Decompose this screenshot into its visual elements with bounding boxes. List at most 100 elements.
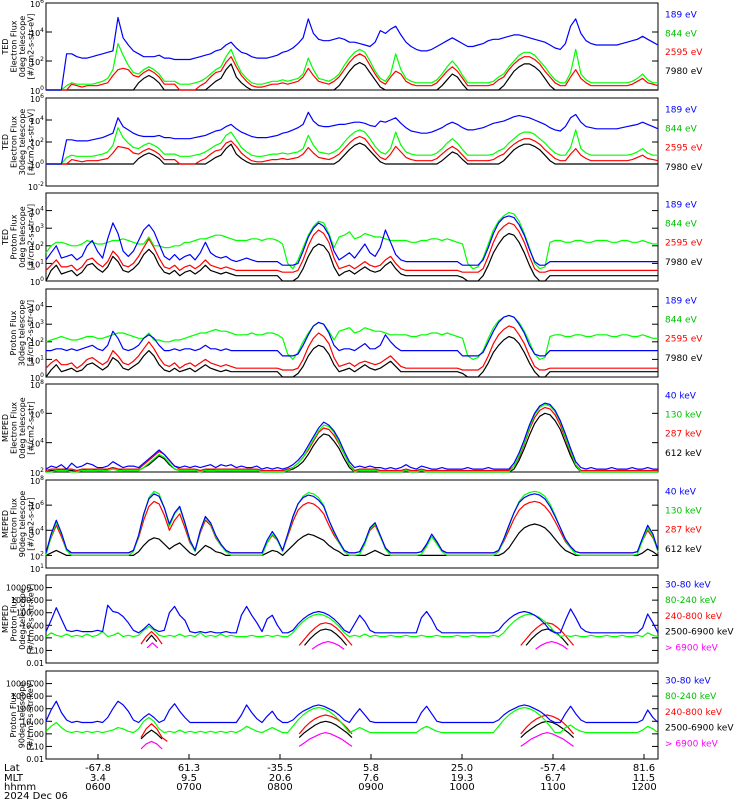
series-line-80-240-kev [45, 613, 659, 638]
legend-entry: 2500-6900 keV [665, 628, 734, 638]
legend-entry: 40 keV [665, 391, 697, 401]
series-line-189-ev [46, 16, 659, 91]
ylabel-line: 0deg telescope [18, 397, 27, 458]
time-tick-lat: 81.6 [633, 763, 655, 774]
ytick-label: 10-2 [28, 181, 44, 192]
ytick-label: 106 [30, 0, 44, 9]
ylabel-line: 0deg telescope [18, 16, 27, 77]
ytick-label: 0.01 [26, 659, 44, 668]
ylabel-line: Proton Flux [10, 214, 19, 259]
series-line-189-ev [46, 111, 659, 165]
legend-entry: > 6900 keV [665, 739, 719, 749]
time-tick-lat: -67.8 [85, 763, 111, 774]
series-line-30-80-kev [45, 604, 659, 634]
legend-entry: 7980 eV [665, 258, 703, 268]
legend-entry: 844 eV [665, 316, 698, 326]
ylabel-line: 30deg telescope [18, 109, 27, 176]
time-tick-lat: 25.0 [451, 763, 473, 774]
panel-frame [45, 479, 659, 569]
ytick-label: 102 [30, 56, 44, 67]
ytick-label: 102 [30, 137, 44, 148]
ylabel-line: MEPED [1, 605, 10, 633]
ytick-label: 1000.00 [11, 692, 44, 701]
panel-1: 100 102 104 106 TED Electron Flux 0deg telesco… [1, 0, 703, 96]
series-line-189-ev [46, 314, 658, 357]
time-tick-hhmm: 1100 [540, 782, 565, 793]
series-line-130-kev [46, 403, 658, 473]
ylabel-line: MEPED [1, 414, 10, 442]
ytick-label: 106 [30, 500, 44, 511]
panel-4: 100 101 102 103 104 Proton Flux 30deg telescop… [9, 288, 703, 383]
panel-frame [45, 97, 659, 187]
series-line-844-ev [45, 314, 658, 360]
series-line-7980-ev [46, 61, 658, 91]
legend-entry: 80-240 keV [665, 692, 717, 702]
ylabel-line: Proton Flux [9, 310, 18, 355]
legend-entry: 130 keV [665, 507, 702, 517]
time-tick-hhmm: 1200 [631, 782, 656, 793]
ylabel-line: 0deg telescope [18, 588, 27, 649]
time-tick-hhmm: 0800 [267, 782, 292, 793]
ylabel-line: Electron Flux [10, 20, 19, 72]
ytick-label: 102 [30, 467, 44, 478]
panel-frame [45, 288, 659, 378]
ylabel-line: 90deg telescope [18, 682, 27, 749]
series-line--6900-kev [140, 732, 574, 750]
time-tick-lat: -57.4 [540, 763, 566, 774]
panel-8: 0.01 0.10 1.00 10.00 100.00 1000.00 10000.00 Pr… [6, 670, 734, 764]
ylabel-line: TED [1, 134, 10, 151]
ytick-label: 101 [30, 354, 44, 365]
ylabel-line: [#/cm2-s-str-eV] [27, 109, 36, 175]
ytick-label: 102 [30, 550, 44, 561]
series-line-2595-ev [45, 222, 658, 273]
ytick-label: 101 [30, 563, 44, 574]
legend-entry: 189 eV [665, 296, 698, 306]
ylabel-line: Proton Flux [9, 692, 18, 737]
ylabel-line: MEPED [1, 510, 10, 538]
ylabel-line: TED [1, 38, 10, 55]
series-line-844-ev [46, 43, 658, 91]
panel-frame [45, 383, 659, 473]
series-line-7980-ev [45, 335, 658, 378]
series-line-287-kev [45, 500, 659, 554]
panel-3: 100 101 102 103 104 TED Proton Flux 0deg telesc… [1, 192, 703, 287]
series-line-7980-ev [46, 142, 658, 165]
legend-entry: 287 keV [665, 526, 702, 536]
legend-entry: 612 keV [665, 545, 702, 555]
ytick-label: 0.01 [26, 755, 44, 764]
legend-entry: 844 eV [665, 29, 698, 39]
series-line-7980-ev [45, 232, 658, 282]
series-line-2595-ev [46, 135, 659, 165]
ytick-label: 104 [30, 302, 44, 313]
panel-2: 10-2 100 102 104 106 TED Electron Flux 30deg te… [1, 93, 703, 192]
legend-entry: > 6900 keV [665, 643, 719, 653]
ytick-label: 10.00 [21, 717, 44, 726]
series-line-844-ev [46, 127, 658, 165]
xaxis-row-label-hhmm: hhmm [4, 782, 36, 793]
ylabel-line: [#/cm2-s-str-eV] [27, 13, 36, 79]
panel-5: 102 104 106 108 MEPED Electron Flux 0deg teles… [1, 379, 702, 478]
ylabel-line: Electron Flux [10, 402, 19, 454]
series-line--6900-kev [146, 641, 568, 650]
xaxis-row-label-mlt: MLT [4, 773, 24, 784]
panel-frame [45, 670, 659, 760]
legend-entry: 2500-6900 keV [665, 724, 734, 734]
legend-entry: 7980 eV [665, 354, 703, 364]
ytick-label: 100 [30, 372, 44, 383]
ytick-label: 102 [30, 241, 44, 252]
ytick-label: 100 [30, 276, 44, 287]
time-tick-mlt: 11.5 [633, 773, 655, 784]
series-line-130-kev [45, 490, 659, 556]
panel-6: 101 102 104 106 108 MEPED Electron Flux 90deg t… [1, 475, 702, 574]
series-line-40-kev [45, 402, 658, 470]
legend-entry: 30-80 keV [665, 676, 711, 686]
legend-entry: 240-800 keV [665, 708, 723, 718]
legend-entry: 189 eV [665, 200, 698, 210]
